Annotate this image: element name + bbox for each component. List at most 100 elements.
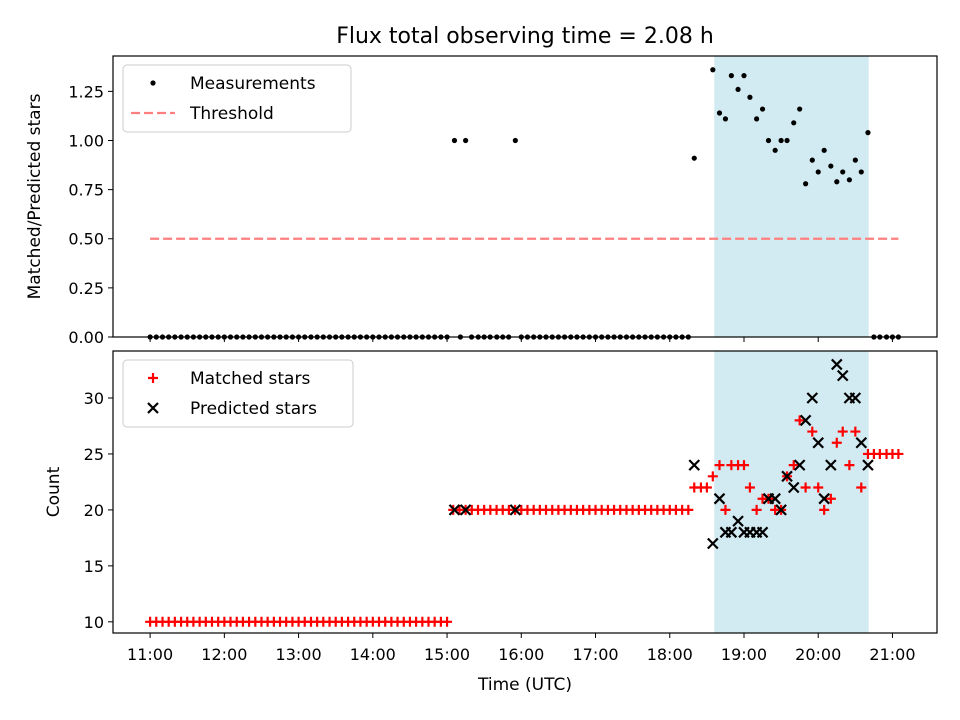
data-point [509, 504, 522, 516]
data-point [691, 155, 697, 161]
data-point [809, 157, 815, 163]
y-tick-label: 0.25 [68, 279, 104, 298]
legend-box [122, 359, 354, 428]
data-point [834, 179, 840, 185]
data-point [794, 415, 805, 426]
data-point [840, 169, 846, 175]
x-tick-label: 18:00 [647, 645, 693, 664]
data-point [818, 492, 830, 505]
data-point [747, 94, 753, 100]
data-point [815, 169, 821, 175]
data-point [831, 437, 842, 448]
axes-frame [112, 350, 938, 634]
data-point [836, 369, 849, 382]
series-1 [448, 358, 874, 550]
data-point [850, 426, 861, 437]
data-point [512, 137, 518, 144]
data-point [735, 86, 741, 93]
top-panel: 0.00 0.25 0.50 0.75 1.00 1.25 Matched/Predicte… [25, 55, 938, 347]
data-point [858, 169, 864, 175]
x-tick-label: 13:00 [276, 645, 322, 664]
x-tick-label: 19:00 [721, 645, 767, 664]
data-point [688, 459, 701, 471]
data-point [865, 130, 871, 136]
legend-label: Measurements [190, 74, 316, 94]
x-axis-label: Time (UTC) [477, 675, 572, 695]
data-point [714, 460, 725, 471]
data-point [459, 504, 472, 516]
axes-frame [112, 55, 938, 338]
data-point [856, 482, 867, 493]
legend-marker [150, 80, 156, 86]
data-point [756, 526, 769, 539]
x-tick-label: 14:00 [350, 645, 396, 664]
legend: Measurements Threshold [122, 64, 352, 133]
legend-marker [148, 373, 158, 383]
data-point [837, 426, 848, 437]
data-point [683, 504, 694, 515]
data-point [787, 481, 800, 494]
data-point [713, 492, 726, 505]
data-point [844, 460, 855, 471]
data-point [807, 426, 818, 437]
shaded-region [714, 56, 869, 337]
series-0 [145, 415, 904, 627]
x-tick-label: 15:00 [424, 645, 470, 664]
x-tick-label: 21:00 [869, 645, 915, 664]
data-point [725, 526, 738, 539]
shaded-region [714, 351, 869, 633]
data-point [710, 67, 716, 73]
data-point [722, 116, 729, 122]
y-tick-label: 0.00 [68, 328, 104, 347]
data-point [800, 482, 811, 493]
legend-label: Predicted stars [190, 399, 317, 419]
data-point [821, 147, 827, 153]
data-point [784, 137, 790, 144]
y-tick-label: 10 [84, 613, 104, 632]
legend-label: Threshold [189, 104, 274, 124]
chart-title: Flux total observing time = 2.08 h [336, 24, 714, 49]
data-point [772, 147, 778, 153]
x-tick-label: 20:00 [795, 645, 841, 664]
x-tick-label: 16:00 [498, 645, 544, 664]
data-point [442, 616, 453, 627]
data-point [778, 137, 784, 144]
x-tick-label: 17:00 [572, 645, 618, 664]
data-point [741, 73, 747, 79]
data-point [765, 137, 772, 144]
data-point [799, 414, 812, 427]
data-point [707, 537, 719, 550]
data-point [775, 504, 787, 516]
bottom-panel: 10 15 20 25 30 11:00 12:00 13:00 14:00 15:00 16:00… [44, 350, 938, 695]
data-point [751, 504, 762, 515]
y-tick-label: 25 [84, 445, 104, 464]
data-point [813, 482, 824, 493]
data-point [852, 157, 858, 163]
data-point [716, 110, 723, 116]
data-point [781, 470, 793, 483]
y-tick-label: 1.00 [68, 131, 104, 150]
data-point [831, 358, 843, 371]
y-tick-label: 15 [84, 557, 104, 576]
data-point [720, 504, 731, 515]
y-axis-label: Count [44, 466, 64, 517]
y-tick-label: 0.50 [68, 230, 104, 249]
legend-label: Matched stars [190, 369, 310, 389]
data-point [448, 504, 461, 516]
x-tick-label: 11:00 [127, 645, 173, 664]
y-tick-label: 0.75 [68, 181, 104, 200]
data-point [855, 436, 868, 449]
data-point [893, 448, 904, 459]
data-point [812, 436, 825, 449]
y-tick-label: 1.25 [68, 82, 104, 101]
y-axis-label: Matched/Predicted stars [25, 93, 45, 299]
data-point [759, 106, 766, 112]
data-point [806, 392, 819, 404]
data-point [707, 471, 718, 482]
data-point [862, 459, 874, 471]
legend-marker [147, 402, 159, 414]
y-tick-label: 30 [84, 389, 104, 408]
data-point [819, 504, 830, 515]
y-tick-label: 20 [84, 501, 104, 520]
data-point [754, 116, 760, 122]
